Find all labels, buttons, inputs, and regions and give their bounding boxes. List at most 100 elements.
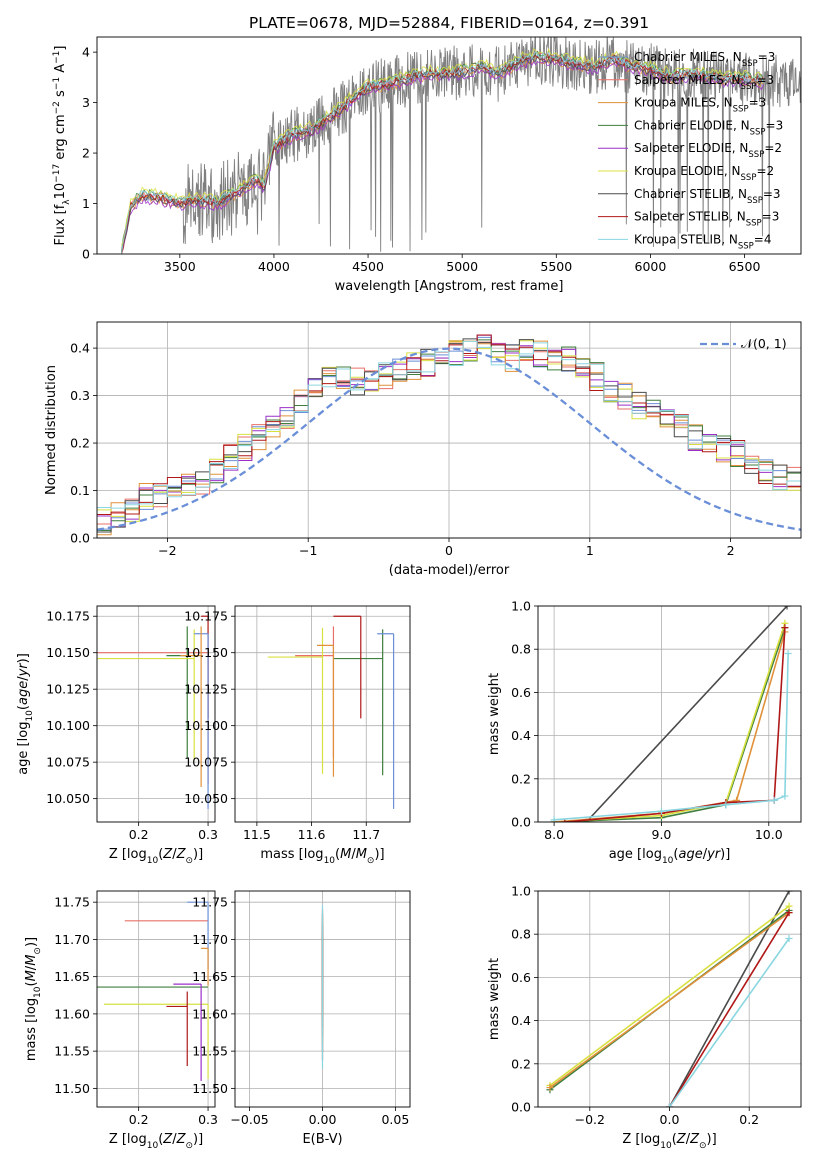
- label-part: yr: [16, 662, 31, 678]
- x-tick-label: 4000: [258, 259, 290, 274]
- y-tick-label: 0.0: [511, 815, 531, 830]
- weight-line-1: [554, 627, 786, 822]
- legend-name: Salpeter MILES, N: [634, 73, 741, 87]
- weight-line-3: [549, 911, 790, 1089]
- grid-mass_vs_z: [97, 891, 215, 1107]
- legend-label: Kroupa STELIB, NSSP=4: [634, 232, 772, 251]
- legend-tail: =2: [756, 164, 774, 178]
- y-tick-label: 11.55: [54, 1044, 90, 1059]
- label-part: Z: [176, 847, 187, 862]
- axes-frame: [537, 605, 802, 823]
- y-tick-label: 11.75: [54, 895, 90, 910]
- label-part: Flux [f: [53, 204, 68, 245]
- plot-area-spectrum: [121, 37, 801, 254]
- legend-label: Kroupa ELODIE, NSSP=2: [634, 164, 774, 183]
- label-part: 10: [324, 856, 336, 866]
- label-part: (: [158, 1132, 163, 1147]
- residual-histogram-2: [97, 340, 801, 536]
- y-tick-label: 11.65: [192, 969, 228, 984]
- weight-line-5: [554, 653, 789, 821]
- residual-histogram-1: [97, 340, 801, 527]
- x-axis-label: Z [log10(Z/Z⊙)]: [109, 847, 203, 866]
- y-tick-label: 0.4: [511, 1013, 531, 1028]
- y-tick-label: 4: [82, 45, 90, 60]
- y-tick-label: 11.50: [54, 1081, 90, 1096]
- legend-name: Kroupa ELODIE, N: [634, 164, 741, 178]
- axes-frame: [537, 890, 802, 1108]
- label-part: M: [340, 847, 351, 862]
- label-part: 10: [660, 1141, 672, 1151]
- x-tick-label: 0.05: [381, 1112, 409, 1127]
- legend-name: Salpeter ELODIE, N: [634, 141, 748, 155]
- label-part: 10: [147, 856, 159, 866]
- x-tick-label: 0.2: [739, 1112, 759, 1127]
- legend-name: Kroupa STELIB, N: [634, 232, 738, 246]
- label-part: )]: [707, 1132, 717, 1147]
- weight-marker: [781, 792, 789, 800]
- panel-spectrum: 3500 4000 4500 5000 5500 6000 6500 0 1 2 3 4 wavelen…: [52, 36, 802, 294]
- weight-marker: [781, 624, 789, 632]
- y-tick-label: 0.2: [70, 436, 90, 451]
- label-part: Z: [162, 847, 173, 862]
- legend-name: Chabrier MILES, N: [634, 50, 742, 64]
- grid-age_vs_z: [97, 606, 215, 822]
- legend-label: Chabrier MILES, NSSP=3: [634, 50, 775, 69]
- x-axis-label: (data-model)/error: [389, 563, 510, 578]
- label-part: mass [log: [260, 847, 323, 862]
- weight-marker: [657, 807, 665, 815]
- legend-sub: SSP: [742, 59, 758, 69]
- label-part: −2: [52, 101, 62, 114]
- legend-sub: SSP: [750, 127, 766, 137]
- x-tick-label: 11.7: [352, 827, 380, 842]
- y-tick-label: 10.150: [46, 645, 90, 660]
- label-part: s: [53, 90, 68, 101]
- label-part: yr: [706, 847, 722, 862]
- label-part: 10: [662, 856, 674, 866]
- x-tick-label: −0.2: [575, 1112, 605, 1127]
- residual-histogram-8: [97, 340, 801, 524]
- panels: 3500 4000 4500 5000 5500 6000 6500 0 1 2 3 4 wavelen…: [16, 36, 802, 1151]
- label-part: /: [686, 1132, 691, 1147]
- label-part: −1: [52, 51, 62, 64]
- x-tick-label: 1: [586, 543, 594, 558]
- label-part: /: [703, 847, 708, 862]
- label-part: Z: [162, 1132, 173, 1147]
- y-tick-label: 1.0: [511, 599, 531, 614]
- axes-frame: [96, 890, 216, 1108]
- label-part: (: [24, 981, 39, 986]
- x-tick-label: 0.2: [129, 1112, 149, 1127]
- plot-area-age_vs_mass: [267, 615, 395, 809]
- x-axis-label: mass [log10(M/M⊙)]: [260, 847, 384, 866]
- x-tick-label: 9.0: [652, 827, 672, 842]
- x-tick-label: 2: [727, 543, 735, 558]
- label-part: 10: [147, 1141, 159, 1151]
- label-part: age [log: [609, 847, 662, 862]
- panel-mass_vs_z: 0.2 0.3 11.50 11.55 11.60 11.65 11.70 11.75 Z [l…: [24, 890, 218, 1151]
- x-tick-label: 11.5: [243, 827, 271, 842]
- y-tick-label: 10.100: [46, 718, 90, 733]
- legend-tail: =3: [749, 96, 767, 110]
- label-part: )]: [16, 653, 31, 663]
- y-tick-label: 10.175: [46, 609, 90, 624]
- label-part: M: [24, 955, 39, 966]
- weight-marker: [666, 1103, 673, 1107]
- legend-sub: SSP: [741, 82, 757, 92]
- x-tick-label: 8.0: [544, 827, 564, 842]
- label-part: −1: [52, 77, 62, 90]
- y-tick-label: 11.70: [192, 932, 228, 947]
- label-part: age [log: [16, 722, 31, 775]
- legend-tail: =3: [762, 210, 780, 224]
- label-part: )]: [374, 847, 384, 862]
- legend-label: Salpeter MILES, NSSP=3: [634, 73, 774, 92]
- y-tick-label: 0.8: [511, 927, 531, 942]
- y-tick-label: 10.125: [46, 682, 90, 697]
- weight-marker: [785, 902, 793, 910]
- model-spectrum-7: [121, 51, 764, 254]
- y-tick-label: 1.0: [511, 884, 531, 899]
- grid-age_vs_mass: [235, 606, 410, 822]
- label-part: /: [172, 847, 177, 862]
- y-tick-label: 10.075: [184, 755, 228, 770]
- x-tick-label: 10.0: [755, 827, 783, 842]
- y-axis-label: mass weight: [487, 673, 502, 755]
- label-part: )]: [193, 847, 203, 862]
